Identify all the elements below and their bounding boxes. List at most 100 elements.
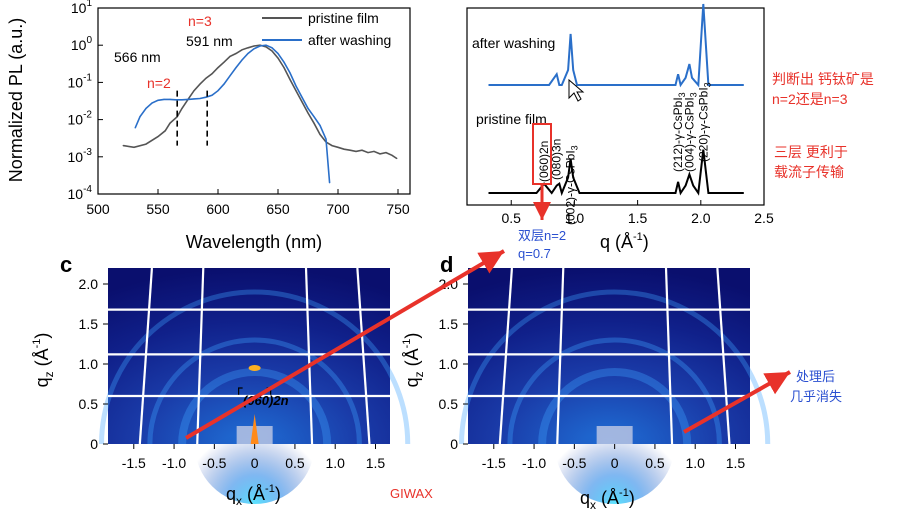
xrd-x-tick-label: 0.5 <box>501 210 521 226</box>
after-washing-label: after washing <box>472 35 555 51</box>
pl-data-point <box>205 77 207 79</box>
pl-data-point <box>283 61 285 63</box>
pl-data-point <box>247 52 249 55</box>
pl-x-tick-label: 750 <box>386 201 410 217</box>
giwax-y-tick-label: 2.0 <box>79 276 99 292</box>
pl-data-point <box>223 61 225 63</box>
pl-data-point <box>253 45 255 47</box>
pl-data-point <box>187 98 189 100</box>
panel-label-d: d <box>440 252 453 277</box>
giwax-d-x-ticks: -1.5 -1.0 -0.5 0 0.5 1.0 1.5 <box>482 444 745 471</box>
note-question: 判断出 钙钛矿是 n=2还是n=3 <box>772 71 874 107</box>
giwax-y-tick-label: 1.5 <box>439 316 459 332</box>
pl-data-point <box>169 98 171 100</box>
pl-data-point <box>181 107 183 110</box>
pl-x-tick-label: 550 <box>146 201 170 217</box>
pl-data-point <box>396 157 398 160</box>
giwax-specular-streak <box>250 414 259 444</box>
pl-data-point <box>379 153 381 155</box>
giwax-diffraction-ring <box>99 289 411 445</box>
pl-data-point <box>169 122 171 124</box>
xrd-peak-label: (004)-γ-CsPbI3 <box>682 92 698 172</box>
pl-data-point <box>385 151 387 154</box>
giwax-grid-line <box>664 267 674 445</box>
pl-chart: 500 550 600 650 700 750 101 100 10-1 10-2 10-3 10-… <box>6 0 411 252</box>
pl-data-point <box>163 98 165 100</box>
pl-data-point <box>307 112 309 114</box>
pl-data-point <box>229 75 231 77</box>
pl-data-point <box>289 78 291 81</box>
pl-data-point <box>295 85 297 87</box>
giwax-x-tick-label: 1.0 <box>685 455 705 471</box>
giwax-x-tick-label: -1.0 <box>162 455 186 471</box>
xrd-plot-frame <box>466 7 765 206</box>
pl-data-point <box>217 66 219 69</box>
pl-x-tick-label: 500 <box>86 201 110 217</box>
giwax-x-tick-label: -1.5 <box>122 455 146 471</box>
giwax-d-y-axis-label: qz (Å-1) <box>401 333 426 388</box>
pl-data-point <box>307 107 309 110</box>
giwax-y-tick-label: 1.5 <box>79 316 99 332</box>
giwax-beamstop <box>596 426 633 444</box>
pl-data-point <box>349 149 351 151</box>
xrd-x-tick-label: 1.0 <box>565 210 585 226</box>
giwax-x-tick-label: 1.0 <box>325 455 345 471</box>
pl-data-point <box>145 143 147 145</box>
pl-y-tick-label: 100 <box>71 35 93 53</box>
note-after-treatment: 处理后几乎消失 <box>790 369 842 404</box>
giwax-y-tick-label: 1.0 <box>79 356 99 372</box>
pl-data-point <box>235 66 237 69</box>
pl-data-point <box>241 59 243 61</box>
pl-y-tick-label: 10-4 <box>68 184 93 202</box>
xrd-x-tick-label: 1.5 <box>628 210 648 226</box>
xrd-peak-label: (220)-γ-CsPbI3 <box>696 82 712 162</box>
giwax-x-tick-label: -1.0 <box>522 455 546 471</box>
pl-data-point <box>313 122 315 124</box>
giwax-x-tick-label: -0.5 <box>562 455 586 471</box>
pl-y-axis-label: Normalized PL (a.u.) <box>6 18 26 182</box>
giwax-grid-line <box>304 267 314 445</box>
pl-data-point <box>319 133 321 136</box>
xrd-peak-label: (080)3n <box>550 139 564 180</box>
giwax-diffraction-ring <box>459 289 771 445</box>
pl-y-tick-label: 10-1 <box>68 72 93 90</box>
pl-data-point <box>301 96 303 98</box>
pl-data-point <box>355 150 357 152</box>
arrow-c-to-bilayer <box>184 249 506 440</box>
pl-data-point <box>271 50 273 52</box>
591nm-annotation: 591 nm <box>186 33 233 49</box>
giwax-panel-d: d -1.5-1.0-0.500.51.01.5 00.51.01.52.0 q… <box>401 252 771 512</box>
pl-data-point <box>211 94 213 96</box>
xrd-x-ticks: 0.5 1.0 1.5 2.0 2.5 <box>501 200 774 226</box>
pl-data-point <box>175 99 177 101</box>
pl-data-point <box>164 130 166 132</box>
pl-data-point <box>283 66 285 69</box>
pl-data-point <box>319 124 321 126</box>
pl-data-point <box>229 55 231 57</box>
xrd-lines <box>488 3 744 197</box>
giwax-grid-line <box>138 267 154 445</box>
pl-data-point <box>211 73 213 75</box>
giwax-y-tick-label: 0.5 <box>439 396 459 412</box>
pl-y-ticks: 101 100 10-1 10-2 10-3 10-4 <box>68 0 103 202</box>
pl-data-point <box>367 151 369 154</box>
xrd-chart: 0.5 1.0 1.5 2.0 2.5 (060)2n(080)3n (002)-γ-Cs… <box>466 3 774 252</box>
pl-data-point <box>217 90 219 92</box>
giwax-x-tick-label: 0 <box>611 455 619 471</box>
legend-pristine-label: pristine film <box>308 10 379 26</box>
pl-data-point <box>157 99 159 101</box>
pl-data-point <box>313 116 315 118</box>
giwax-c-grid <box>108 267 390 445</box>
pl-y-tick-label: 101 <box>71 0 93 16</box>
pl-peak-markers <box>176 90 208 146</box>
giwax-060-spot <box>248 365 261 371</box>
giwax-y-tick-label: 1.0 <box>439 356 459 372</box>
pl-data-point <box>259 45 261 47</box>
pl-data-point <box>329 182 331 184</box>
pl-data-point <box>253 48 255 50</box>
pl-data-point <box>391 154 393 156</box>
arrow-d-to-note <box>683 370 791 434</box>
n2-annotation: n=2 <box>147 75 171 91</box>
n3-annotation: n=3 <box>188 13 212 29</box>
pl-lines <box>122 44 398 184</box>
